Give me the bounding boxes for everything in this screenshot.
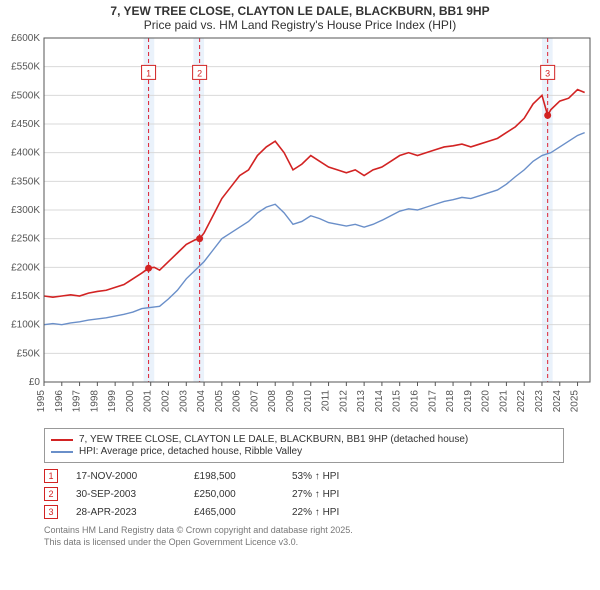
svg-text:£250K: £250K bbox=[11, 234, 40, 245]
svg-text:2011: 2011 bbox=[321, 390, 332, 412]
legend-swatch bbox=[51, 451, 73, 453]
legend-row: 7, YEW TREE CLOSE, CLAYTON LE DALE, BLAC… bbox=[51, 434, 557, 445]
svg-text:£50K: £50K bbox=[17, 348, 41, 359]
marker-date: 28-APR-2023 bbox=[76, 507, 176, 518]
marker-row: 2 30-SEP-2003 £250,000 27% ↑ HPI bbox=[44, 485, 564, 503]
svg-text:2003: 2003 bbox=[178, 390, 189, 413]
svg-text:2022: 2022 bbox=[516, 390, 527, 413]
marker-delta: 53% ↑ HPI bbox=[292, 471, 339, 482]
svg-text:1: 1 bbox=[146, 68, 151, 78]
svg-text:2002: 2002 bbox=[160, 390, 171, 413]
svg-text:2023: 2023 bbox=[534, 390, 545, 413]
legend-label: 7, YEW TREE CLOSE, CLAYTON LE DALE, BLAC… bbox=[79, 434, 468, 445]
svg-text:2017: 2017 bbox=[427, 390, 438, 413]
marker-badge: 2 bbox=[44, 487, 58, 501]
title-line-2: Price paid vs. HM Land Registry's House … bbox=[8, 18, 592, 32]
svg-text:£350K: £350K bbox=[11, 176, 40, 187]
svg-text:2: 2 bbox=[197, 68, 202, 78]
svg-text:1997: 1997 bbox=[72, 390, 83, 413]
marker-table: 1 17-NOV-2000 £198,500 53% ↑ HPI 2 30-SEP-200… bbox=[44, 467, 564, 521]
marker-badge: 1 bbox=[44, 469, 58, 483]
svg-text:1995: 1995 bbox=[36, 390, 47, 413]
chart-area: £0 £50K £100K £150K £200K £250K £300K £350K £400… bbox=[0, 34, 600, 424]
legend-label: HPI: Average price, detached house, Ribb… bbox=[79, 446, 302, 457]
title-line-1: 7, YEW TREE CLOSE, CLAYTON LE DALE, BLAC… bbox=[8, 4, 592, 18]
svg-text:2009: 2009 bbox=[285, 390, 296, 413]
svg-text:2005: 2005 bbox=[214, 390, 225, 413]
svg-text:2012: 2012 bbox=[338, 390, 349, 413]
svg-text:2010: 2010 bbox=[303, 390, 314, 413]
svg-text:£100K: £100K bbox=[11, 320, 40, 331]
footer-attribution: Contains HM Land Registry data © Crown c… bbox=[44, 525, 564, 548]
svg-text:2015: 2015 bbox=[392, 390, 403, 413]
marker-date: 30-SEP-2003 bbox=[76, 489, 176, 500]
svg-text:2001: 2001 bbox=[143, 390, 154, 413]
svg-text:3: 3 bbox=[545, 68, 550, 78]
svg-text:£400K: £400K bbox=[11, 148, 40, 159]
svg-text:2006: 2006 bbox=[232, 390, 243, 413]
svg-text:2007: 2007 bbox=[249, 390, 260, 413]
svg-text:£600K: £600K bbox=[11, 34, 40, 44]
marker-delta: 22% ↑ HPI bbox=[292, 507, 339, 518]
legend: 7, YEW TREE CLOSE, CLAYTON LE DALE, BLAC… bbox=[44, 428, 564, 463]
svg-text:2025: 2025 bbox=[570, 390, 581, 413]
svg-text:2020: 2020 bbox=[481, 390, 492, 413]
chart-title: 7, YEW TREE CLOSE, CLAYTON LE DALE, BLAC… bbox=[0, 0, 600, 34]
svg-text:£500K: £500K bbox=[11, 90, 40, 101]
svg-text:2013: 2013 bbox=[356, 390, 367, 413]
footer-line-2: This data is licensed under the Open Gov… bbox=[44, 537, 564, 549]
svg-text:2008: 2008 bbox=[267, 390, 278, 413]
svg-text:£200K: £200K bbox=[11, 262, 40, 273]
svg-text:2021: 2021 bbox=[498, 390, 509, 413]
svg-text:2016: 2016 bbox=[409, 390, 420, 413]
svg-text:1999: 1999 bbox=[107, 390, 118, 413]
marker-date: 17-NOV-2000 bbox=[76, 471, 176, 482]
marker-price: £465,000 bbox=[194, 507, 274, 518]
marker-price: £198,500 bbox=[194, 471, 274, 482]
marker-row: 3 28-APR-2023 £465,000 22% ↑ HPI bbox=[44, 503, 564, 521]
svg-text:2024: 2024 bbox=[552, 390, 563, 413]
svg-text:2014: 2014 bbox=[374, 390, 385, 413]
svg-text:2004: 2004 bbox=[196, 390, 207, 413]
svg-text:1996: 1996 bbox=[54, 390, 65, 413]
line-chart-svg: £0 £50K £100K £150K £200K £250K £300K £350K £400… bbox=[0, 34, 600, 424]
svg-text:£550K: £550K bbox=[11, 62, 40, 73]
marker-delta: 27% ↑ HPI bbox=[292, 489, 339, 500]
legend-swatch bbox=[51, 439, 73, 441]
svg-text:2018: 2018 bbox=[445, 390, 456, 413]
svg-text:2019: 2019 bbox=[463, 390, 474, 413]
svg-text:£300K: £300K bbox=[11, 205, 40, 216]
svg-text:2000: 2000 bbox=[125, 390, 136, 413]
legend-row: HPI: Average price, detached house, Ribb… bbox=[51, 446, 557, 457]
svg-text:£450K: £450K bbox=[11, 119, 40, 130]
svg-text:1998: 1998 bbox=[89, 390, 100, 413]
svg-text:£0: £0 bbox=[29, 377, 41, 388]
marker-row: 1 17-NOV-2000 £198,500 53% ↑ HPI bbox=[44, 467, 564, 485]
marker-price: £250,000 bbox=[194, 489, 274, 500]
footer-line-1: Contains HM Land Registry data © Crown c… bbox=[44, 525, 564, 537]
svg-text:£150K: £150K bbox=[11, 291, 40, 302]
marker-badge: 3 bbox=[44, 505, 58, 519]
